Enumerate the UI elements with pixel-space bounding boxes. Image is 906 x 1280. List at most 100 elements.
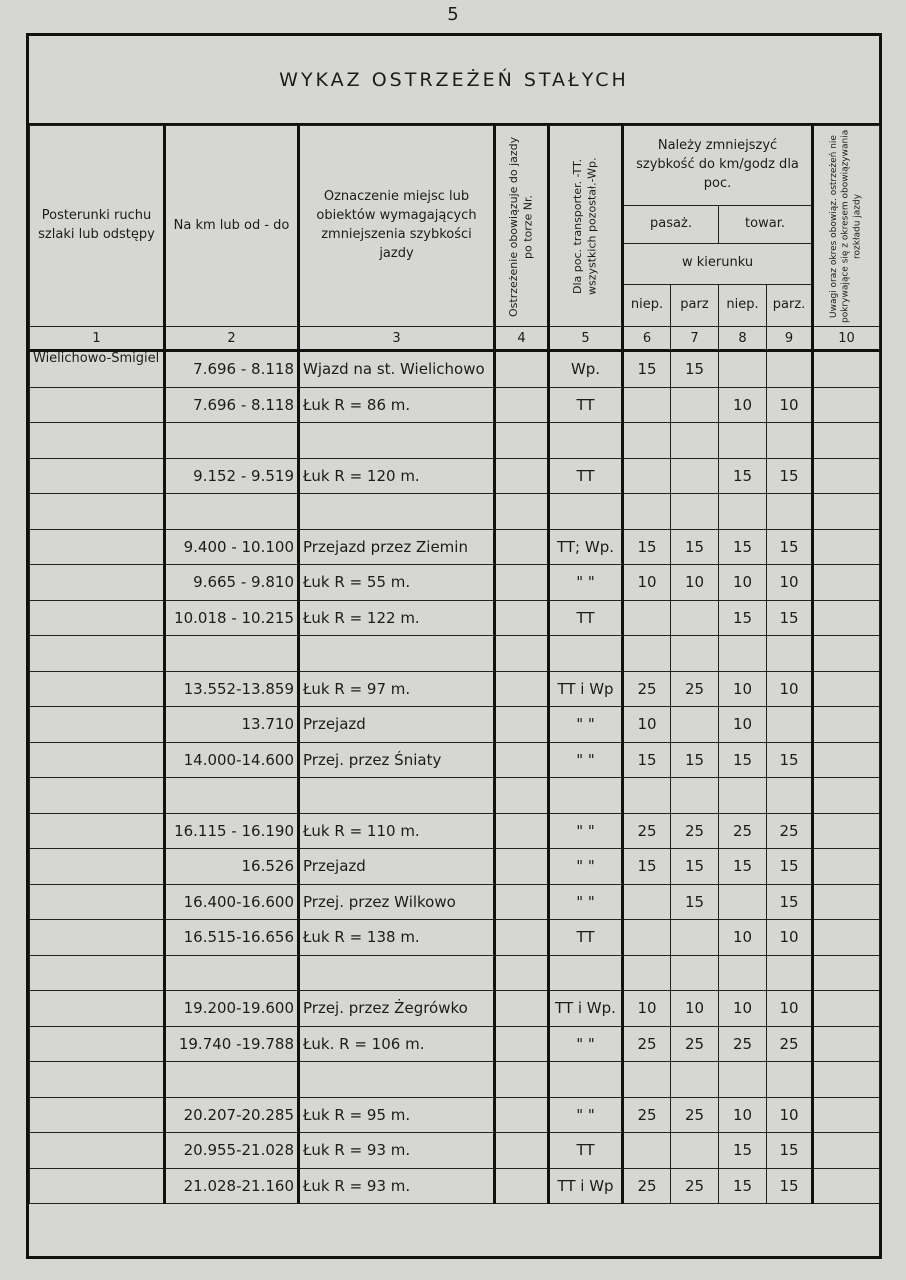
header-posterunki: Posterunki ruchu szlaki lub odstępy xyxy=(29,125,166,327)
cell-col8: 15 xyxy=(718,457,767,494)
cell-col8: 15 xyxy=(718,848,767,885)
cell-col2 xyxy=(164,1061,300,1098)
cell-col8: 25 xyxy=(718,812,767,849)
column-number: 8 xyxy=(718,326,767,352)
cell-col3: Łuk. R = 106 m. xyxy=(298,1025,496,1062)
cell-col1 xyxy=(29,883,166,920)
header-w-kierunku: w kierunku xyxy=(621,243,815,285)
cell-col9: 10 xyxy=(765,564,815,601)
table-row: 16.115 - 16.190 Łuk R = 110 m. " " 25 25 25 25 xyxy=(29,812,881,849)
header-rodzaj-poc-text: Dla poc. transporter. -TT. wszystkich po… xyxy=(571,157,599,295)
cell-col10 xyxy=(812,812,881,849)
cell-col6: 15 xyxy=(622,350,671,388)
cell-col10 xyxy=(812,1096,881,1133)
cell-col7: 25 xyxy=(670,1167,719,1204)
cell-col3: Przejazd xyxy=(298,848,496,885)
cell-col3: Łuk R = 93 m. xyxy=(298,1132,496,1169)
cell-col7 xyxy=(670,422,719,459)
cell-col1 xyxy=(29,528,166,565)
table-row: 9.665 - 9.810 Łuk R = 55 m. " " 10 10 10 10 xyxy=(29,564,881,601)
cell-col10 xyxy=(812,670,881,707)
table-row: 16.515-16.656 Łuk R = 138 m. TT 10 10 xyxy=(29,919,881,956)
cell-col2 xyxy=(164,954,300,991)
column-number: 2 xyxy=(164,326,300,352)
header-uwagi: Uwagi oraz okres obowiąz. ostrzeżeń nie … xyxy=(812,125,881,327)
cell-col10 xyxy=(812,1167,881,1204)
cell-col9: 10 xyxy=(765,919,815,956)
cell-col6 xyxy=(622,386,671,423)
cell-col2: 10.018 - 10.215 xyxy=(164,599,300,636)
cell-col4 xyxy=(494,1167,550,1204)
cell-col6: 15 xyxy=(622,741,671,778)
cell-col9 xyxy=(765,777,815,814)
cell-col9: 10 xyxy=(765,670,815,707)
cell-col1 xyxy=(29,599,166,636)
cell-col1 xyxy=(29,1132,166,1169)
column-number: 4 xyxy=(494,326,550,352)
cell-col2: 9.665 - 9.810 xyxy=(164,564,300,601)
cell-col1 xyxy=(29,990,166,1027)
cell-col5: " " xyxy=(548,706,624,743)
cell-col3: Przej. przez Wilkowo xyxy=(298,883,496,920)
cell-col9 xyxy=(765,422,815,459)
cell-col3: Łuk R = 55 m. xyxy=(298,564,496,601)
table-row xyxy=(29,422,881,459)
cell-col2: 16.515-16.656 xyxy=(164,919,300,956)
cell-col2: 9.400 - 10.100 xyxy=(164,528,300,565)
restrictions-form: WYKAZ OSTRZEŻEŃ STAŁYCH Posterunki ruchu… xyxy=(26,33,882,1259)
cell-col8 xyxy=(718,350,767,388)
cell-col6: 10 xyxy=(622,564,671,601)
cell-col10 xyxy=(812,1061,881,1098)
cell-col3: Przejazd przez Ziemin xyxy=(298,528,496,565)
cell-col6 xyxy=(622,954,671,991)
cell-col1 xyxy=(29,1061,166,1098)
column-number: 3 xyxy=(298,326,496,352)
cell-col9 xyxy=(765,635,815,672)
cell-col9 xyxy=(765,706,815,743)
cell-col2: 14.000-14.600 xyxy=(164,741,300,778)
cell-col4 xyxy=(494,1025,550,1062)
table-row: 19.740 -19.788 Łuk. R = 106 m. " " 25 25 25 25 xyxy=(29,1025,881,1062)
cell-col7 xyxy=(670,493,719,530)
cell-col4 xyxy=(494,528,550,565)
column-number: 7 xyxy=(670,326,719,352)
cell-col1 xyxy=(29,706,166,743)
table-row: 19.200-19.600 Przej. przez Żegrówko TT i W… xyxy=(29,990,881,1027)
cell-col7 xyxy=(670,954,719,991)
cell-col8: 10 xyxy=(718,386,767,423)
cell-col3: Wjazd na st. Wielichowo xyxy=(298,350,496,388)
table-row xyxy=(29,954,881,991)
table-row: 21.028-21.160 Łuk R = 93 m. TT i Wp 25 25 15 1… xyxy=(29,1167,881,1204)
cell-col1 xyxy=(29,457,166,494)
cell-col3: Łuk R = 86 m. xyxy=(298,386,496,423)
cell-col9: 15 xyxy=(765,457,815,494)
cell-col9: 15 xyxy=(765,883,815,920)
table-row: 7.696 - 8.118 Łuk R = 86 m. TT 10 10 xyxy=(29,386,881,423)
cell-col4 xyxy=(494,635,550,672)
cell-col2 xyxy=(164,493,300,530)
cell-col8 xyxy=(718,1061,767,1098)
cell-col8: 10 xyxy=(718,1096,767,1133)
cell-col1 xyxy=(29,422,166,459)
table-row xyxy=(29,1061,881,1098)
column-number: 9 xyxy=(765,326,815,352)
table-row: 13.552-13.859 Łuk R = 97 m. TT i Wp 25 25 10 1… xyxy=(29,670,881,707)
cell-col8: 25 xyxy=(718,1025,767,1062)
header-rodzaj-poc: Dla poc. transporter. -TT. wszystkich po… xyxy=(548,125,624,327)
cell-col6 xyxy=(622,777,671,814)
cell-col2: 7.696 - 8.118 xyxy=(164,350,300,388)
cell-col9: 25 xyxy=(765,1025,815,1062)
cell-col4 xyxy=(494,493,550,530)
cell-col5: " " xyxy=(548,741,624,778)
cell-col9: 15 xyxy=(765,1132,815,1169)
cell-col3 xyxy=(298,493,496,530)
cell-col4 xyxy=(494,883,550,920)
table-row: 16.400-16.600 Przej. przez Wilkowo " " 15 15 xyxy=(29,883,881,920)
cell-col2: 21.028-21.160 xyxy=(164,1167,300,1204)
cell-col6 xyxy=(622,457,671,494)
cell-col1 xyxy=(29,741,166,778)
header-speed-group: Należy zmniejszyć szybkość do km/godz dl… xyxy=(621,125,815,206)
cell-col9: 15 xyxy=(765,528,815,565)
cell-col4 xyxy=(494,954,550,991)
form-title: WYKAZ OSTRZEŻEŃ STAŁYCH xyxy=(29,36,879,126)
